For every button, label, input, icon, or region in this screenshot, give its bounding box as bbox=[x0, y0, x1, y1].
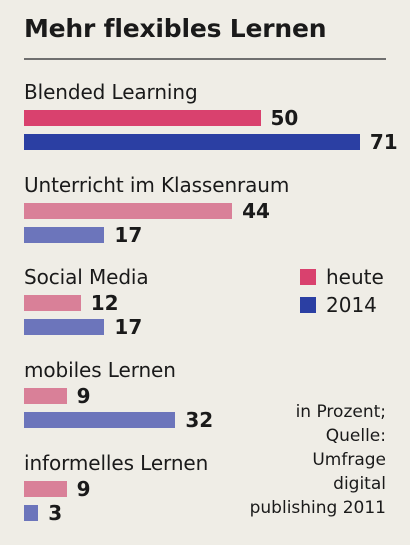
source-note-line: Quelle: bbox=[325, 426, 386, 446]
legend-label-2014: 2014 bbox=[326, 293, 377, 317]
legend-swatch-2014 bbox=[300, 297, 316, 313]
bar-2014 bbox=[24, 134, 360, 150]
data-label-heute: 50 bbox=[270, 106, 299, 130]
category-label: Blended Learning bbox=[24, 80, 198, 104]
source-note-line: digital bbox=[333, 474, 386, 494]
category-label: informelles Lernen bbox=[24, 451, 209, 475]
data-label-heute: 12 bbox=[90, 291, 119, 315]
legend-swatch-heute bbox=[300, 269, 316, 285]
bar-heute bbox=[24, 481, 67, 497]
data-label-2014: 3 bbox=[48, 501, 63, 525]
source-note-line: in Prozent; bbox=[295, 402, 386, 422]
title-divider bbox=[24, 58, 386, 60]
bar-heute bbox=[24, 388, 67, 404]
source-note-line: Umfrage bbox=[312, 450, 386, 470]
data-label-2014: 71 bbox=[369, 130, 398, 154]
data-label-2014: 17 bbox=[114, 223, 143, 247]
category-label: mobiles Lernen bbox=[24, 358, 176, 382]
chart-title: Mehr flexibles Lernen bbox=[24, 14, 327, 43]
data-label-heute: 44 bbox=[242, 199, 270, 223]
data-label-heute: 9 bbox=[76, 384, 91, 408]
bar-heute bbox=[24, 295, 81, 311]
source-note-line: publishing 2011 bbox=[249, 498, 386, 518]
bar-2014 bbox=[24, 319, 105, 335]
bar-heute bbox=[24, 110, 261, 126]
bar-2014 bbox=[24, 412, 176, 428]
source-note: in Prozent; Quelle: Umfrage digital publ… bbox=[186, 400, 386, 520]
data-label-2014: 32 bbox=[185, 408, 214, 432]
category-label: Unterricht im Klassenraum bbox=[24, 173, 290, 197]
data-label-2014: 17 bbox=[114, 315, 143, 339]
bar-2014 bbox=[24, 505, 39, 521]
data-label-heute: 9 bbox=[76, 477, 91, 501]
bar-heute bbox=[24, 203, 233, 219]
category-label: Social Media bbox=[24, 265, 149, 289]
bar-2014 bbox=[24, 227, 105, 243]
legend-label-heute: heute bbox=[326, 265, 384, 289]
